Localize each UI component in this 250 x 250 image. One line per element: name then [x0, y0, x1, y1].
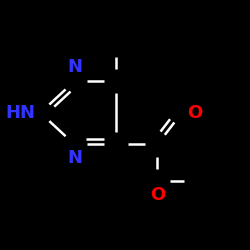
Text: O: O	[150, 186, 165, 204]
Text: HN: HN	[6, 104, 36, 122]
Text: N: N	[67, 58, 82, 76]
Text: N: N	[67, 149, 82, 167]
Text: O: O	[187, 104, 202, 122]
